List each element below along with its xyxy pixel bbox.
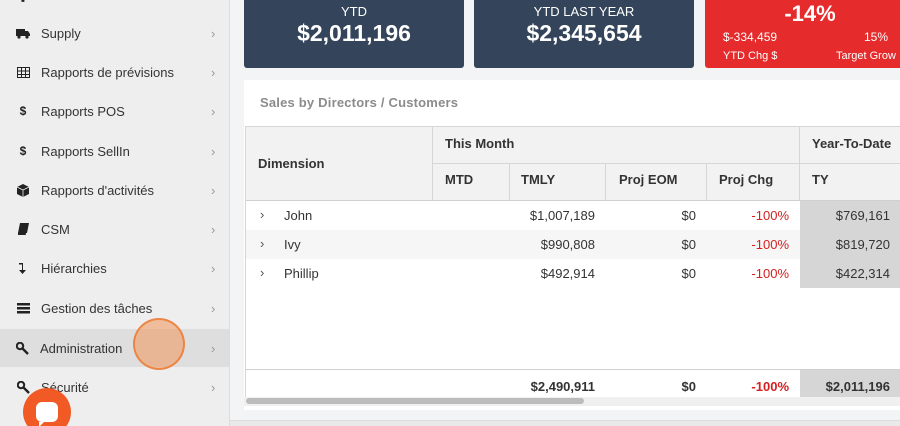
wrench-icon [16,380,30,394]
kpi-card-ytd: YTD $2,011,196 [244,0,464,68]
cube-icon [16,183,30,197]
kpi-change-percent: -14% [784,1,836,26]
sidebar-item-rapports-pos[interactable]: $ Rapports POS › [0,92,229,130]
kpi-change-value: $-334,459 [723,30,778,44]
chat-button[interactable] [23,388,71,426]
table-row[interactable]: › Ivy $990,808 $0 -100% $819,720 [246,230,900,259]
sidebar-item-label: Rapports de prévisions [41,64,174,80]
book-icon [16,222,30,236]
total-tmly: $2,490,911 [530,379,595,394]
table-header: Dimension This Month Year-To-Date MTD TM… [246,127,900,201]
chevron-right-icon: › [211,260,216,276]
report-panel: Sales by Directors / Customers Dimension… [244,80,900,410]
header-tmly[interactable]: TMLY [521,172,556,187]
cell-ty: $769,161 [835,208,890,223]
cell-dimension: Ivy [284,237,301,252]
cell-proj-eom: $0 [681,237,696,252]
kpi-card-ytd-change: -14% $-334,459 YTD Chg $ 15% Target Grow [705,0,900,68]
header-proj-chg[interactable]: Proj Chg [719,172,774,187]
chevron-right-icon: › [211,340,216,356]
table-total-row: $2,490,911 $0 -100% $2,011,196 [246,369,900,402]
cell-tmly: $990,808 [540,237,595,252]
sidebar-item-label: CSM [41,221,70,237]
header-mtd[interactable]: MTD [445,172,474,187]
chevron-right-icon: › [211,25,216,41]
expand-icon[interactable]: › [260,265,265,280]
kpi-target-value: 15% [864,30,889,44]
chevron-right-icon: › [211,64,216,80]
kpi-value: $2,345,654 [526,20,642,46]
sidebar-item-hierarchies[interactable]: Hiérarchies › [0,249,229,287]
header-group-ytd: Year-To-Date [812,136,892,151]
kpi-label: YTD [341,4,367,19]
sidebar-item-label: Rapports d'activités [41,182,155,198]
sidebar-item-rapports-previsions[interactable]: Rapports de prévisions › [0,53,229,91]
total-ty: $2,011,196 [825,379,890,394]
scrollbar-thumb[interactable] [246,398,584,404]
header-ty[interactable]: TY [812,172,829,187]
sidebar-item-supply[interactable]: Supply › [0,14,229,52]
chevron-right-icon: › [211,300,216,316]
total-proj-chg: -100% [751,379,789,394]
sidebar-item-csm[interactable]: CSM › [0,210,229,248]
header-dimension[interactable]: Dimension [258,156,325,171]
horizontal-scrollbar[interactable] [244,397,900,406]
table-icon [16,65,30,79]
tasks-icon [16,301,30,315]
expand-icon[interactable]: › [260,236,265,251]
table-row[interactable]: › Phillip $492,914 $0 -100% $422,314 [246,259,900,288]
sidebar-item-label: Gestion des tâches [41,300,153,316]
kpi-target-label: Target Grow [836,50,896,62]
sidebar-item-label: Supply [41,25,81,41]
sidebar-item-rapports-sellin[interactable]: $ Rapports SellIn › [0,132,229,170]
sidebar: ▪ Supply › Rapports de prévisions › $ Ra… [0,0,230,426]
sidebar-item-gestion-taches[interactable]: Gestion des tâches › [0,289,229,327]
wrench-icon [15,341,29,355]
sidebar-item-label: Hiérarchies [41,260,107,276]
pivot-table: Dimension This Month Year-To-Date MTD TM… [245,126,900,402]
cell-dimension: John [284,208,313,223]
sidebar-item-rapports-activites[interactable]: Rapports d'activités › [0,171,229,209]
kpi-label: YTD LAST YEAR [533,4,635,19]
sidebar-item-label: Rapports SellIn [41,143,130,159]
dollar-icon: $ [19,144,27,158]
kpi-change-label: YTD Chg $ [723,50,778,62]
cell-proj-eom: $0 [681,208,696,223]
cell-ty: $422,314 [835,266,890,281]
expand-icon[interactable]: › [260,207,265,222]
header-proj-eom[interactable]: Proj EOM [619,172,678,187]
partial-icon: ▪ [20,0,26,7]
chevron-right-icon: › [211,221,216,237]
panel-title: Sales by Directors / Customers [260,95,459,110]
cell-ty: $819,720 [835,237,890,252]
cell-dimension: Phillip [284,266,319,281]
cell-proj-chg: -100% [751,208,789,223]
chevron-right-icon: › [211,143,216,159]
sidebar-item-label: Rapports POS [41,103,125,119]
sidebar-item-partial[interactable]: ▪ [0,0,229,19]
header-group-this-month: This Month [445,136,515,151]
footer-strip [230,420,900,426]
chevron-right-icon: › [211,103,216,119]
chevron-right-icon: › [211,182,216,198]
kpi-value: $2,011,196 [297,20,411,46]
total-proj-eom: $0 [681,379,696,394]
cell-proj-eom: $0 [681,266,696,281]
cell-proj-chg: -100% [751,266,789,281]
chevron-right-icon: › [211,379,216,395]
level-down-icon [16,261,30,275]
sidebar-item-administration[interactable]: Administration › [0,329,229,367]
cell-proj-chg: -100% [751,237,789,252]
kpi-card-ytd-last-year: YTD LAST YEAR $2,345,654 [474,0,694,68]
table-row[interactable]: › John $1,007,189 $0 -100% $769,161 [246,201,900,230]
dollar-icon: $ [19,104,27,118]
cell-tmly: $492,914 [540,266,595,281]
chat-bubble-icon [36,402,58,426]
cell-tmly: $1,007,189 [529,208,595,223]
sidebar-item-label: Administration [40,340,123,356]
truck-icon [16,26,30,40]
